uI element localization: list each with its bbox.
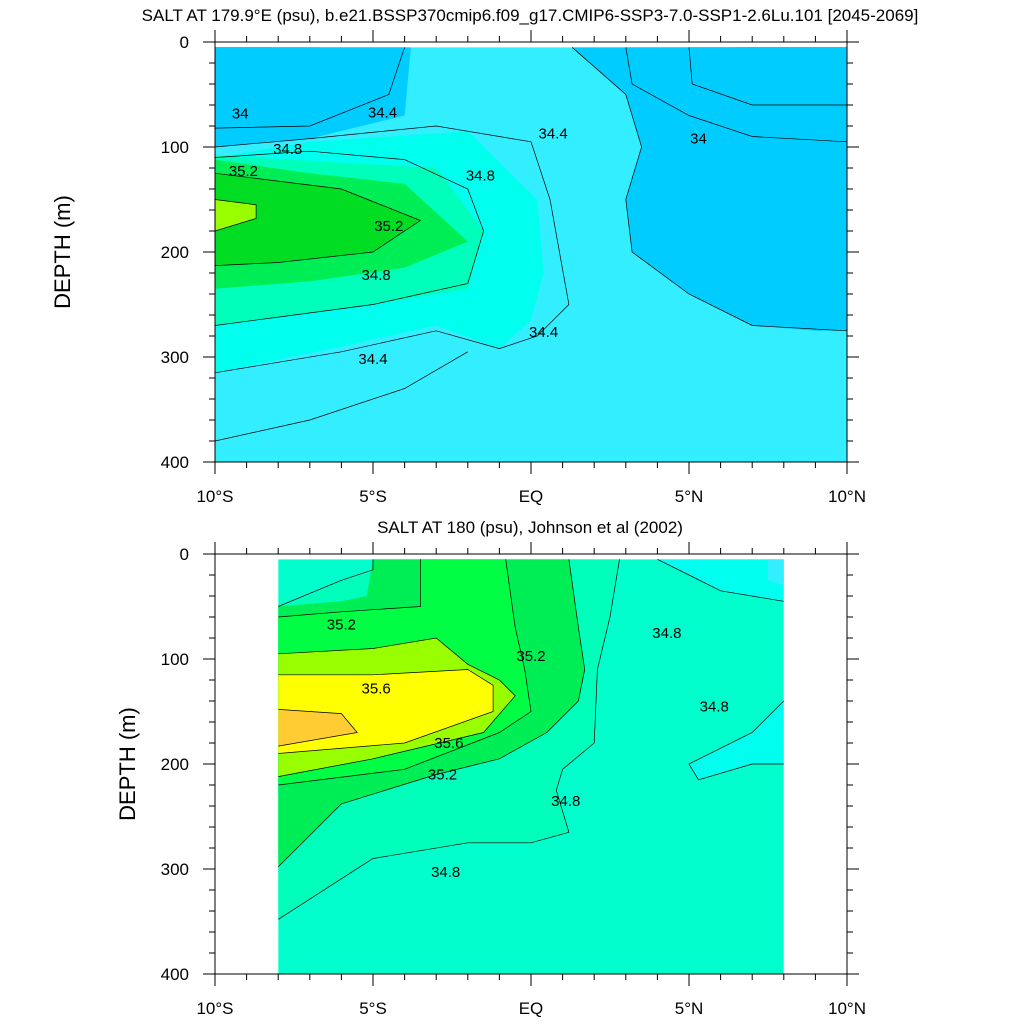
contour-fill — [215, 199, 257, 231]
y-tick-label: 400 — [161, 965, 189, 984]
plot-area: 35.2 35.6 35.6 35.2 35.2 34.8 34.8 34.8 34.8 10°S… — [161, 542, 866, 1018]
contour-label: 35.6 — [362, 680, 391, 697]
contour-label: 34.8 — [466, 167, 495, 184]
panel-title: SALT AT 179.9°E (psu), b.e21.BSSP370cmip… — [142, 6, 919, 25]
contour-label: 34.4 — [368, 104, 397, 121]
x-tick-label: 5°N — [675, 999, 704, 1018]
contour-label: 34.4 — [358, 351, 387, 368]
contour-label: 34.8 — [551, 793, 580, 810]
contour-fill — [768, 559, 784, 586]
plot-area: 34 34.4 34.4 34 34.8 34.8 35.2 35.2 34.8 34.4 34.4… — [161, 30, 866, 506]
contour-label: 34 — [232, 105, 249, 122]
contour-label: 34.4 — [539, 125, 568, 142]
contour-label: 35.6 — [434, 735, 463, 752]
y-tick-label: 200 — [161, 243, 189, 262]
y-tick-label: 400 — [161, 453, 189, 472]
contour-line — [278, 559, 620, 920]
y-tick-label: 300 — [161, 348, 189, 367]
contour-label: 34 — [690, 131, 707, 148]
contour-line — [278, 637, 516, 777]
contour-label: 34.8 — [431, 864, 460, 881]
contour-label: 34.8 — [652, 625, 681, 642]
contour-line — [571, 47, 847, 332]
x-tick-label: 5°S — [359, 487, 387, 506]
contour-line — [278, 559, 532, 786]
contour-label: 35.2 — [374, 218, 403, 235]
x-tick-label: EQ — [519, 487, 544, 506]
y-axis-label: DEPTH (m) — [115, 707, 140, 821]
contour-field: 35.2 35.6 35.6 35.2 35.2 34.8 34.8 34.8 34.8 — [278, 559, 784, 974]
contour-line — [215, 199, 257, 232]
contour-label: 34.8 — [362, 267, 391, 284]
contour-line — [688, 700, 784, 781]
contour-line — [688, 47, 847, 106]
contour-line — [278, 559, 374, 607]
contour-line — [278, 559, 421, 618]
contour-label: 35.2 — [327, 616, 356, 633]
y-tick-label: 300 — [161, 860, 189, 879]
contour-label: 34.8 — [273, 141, 302, 158]
contour-line — [625, 47, 847, 143]
contour-line — [657, 559, 784, 602]
contour-field: 34 34.4 34.4 34 34.8 34.8 35.2 35.2 34.8 34.4 34.4 — [215, 47, 847, 462]
contour-fill — [215, 47, 411, 147]
contour-line — [215, 150, 484, 326]
contour-label: 34.4 — [529, 324, 558, 341]
contour-line — [215, 125, 570, 374]
y-tick-label: 100 — [161, 138, 189, 157]
contour-label: 35.2 — [428, 767, 457, 784]
x-tick-label: 10°N — [828, 487, 866, 506]
x-tick-label: 10°N — [828, 999, 866, 1018]
x-tick-label: 5°S — [359, 999, 387, 1018]
contour-line — [278, 669, 494, 754]
x-tick-label: 10°S — [196, 999, 233, 1018]
y-tick-label: 0 — [180, 33, 189, 52]
x-tick-label: 10°S — [196, 487, 233, 506]
y-axis-label: DEPTH (m) — [50, 195, 75, 309]
y-tick-label: 200 — [161, 755, 189, 774]
contour-label: 35.2 — [229, 163, 258, 180]
contour-line — [278, 559, 586, 868]
panel-title: SALT AT 180 (psu), Johnson et al (2002) — [377, 518, 683, 537]
x-tick-label: EQ — [519, 999, 544, 1018]
x-tick-label: 5°N — [675, 487, 704, 506]
contour-label: 35.2 — [516, 648, 545, 665]
panel-model: SALT AT 179.9°E (psu), b.e21.BSSP370cmip… — [50, 6, 918, 506]
contour-line — [215, 47, 405, 129]
y-tick-label: 0 — [180, 545, 189, 564]
contour-line — [215, 351, 468, 442]
contour-label: 34.8 — [700, 698, 729, 715]
contour-fill — [278, 709, 358, 747]
contour-fill — [594, 559, 784, 602]
contour-line — [215, 172, 422, 266]
contour-line — [278, 709, 358, 747]
contour-fill — [215, 173, 421, 266]
panel-observations: SALT AT 180 (psu), Johnson et al (2002) … — [115, 518, 866, 1018]
contour-fill — [572, 47, 847, 331]
y-tick-label: 100 — [161, 650, 189, 669]
